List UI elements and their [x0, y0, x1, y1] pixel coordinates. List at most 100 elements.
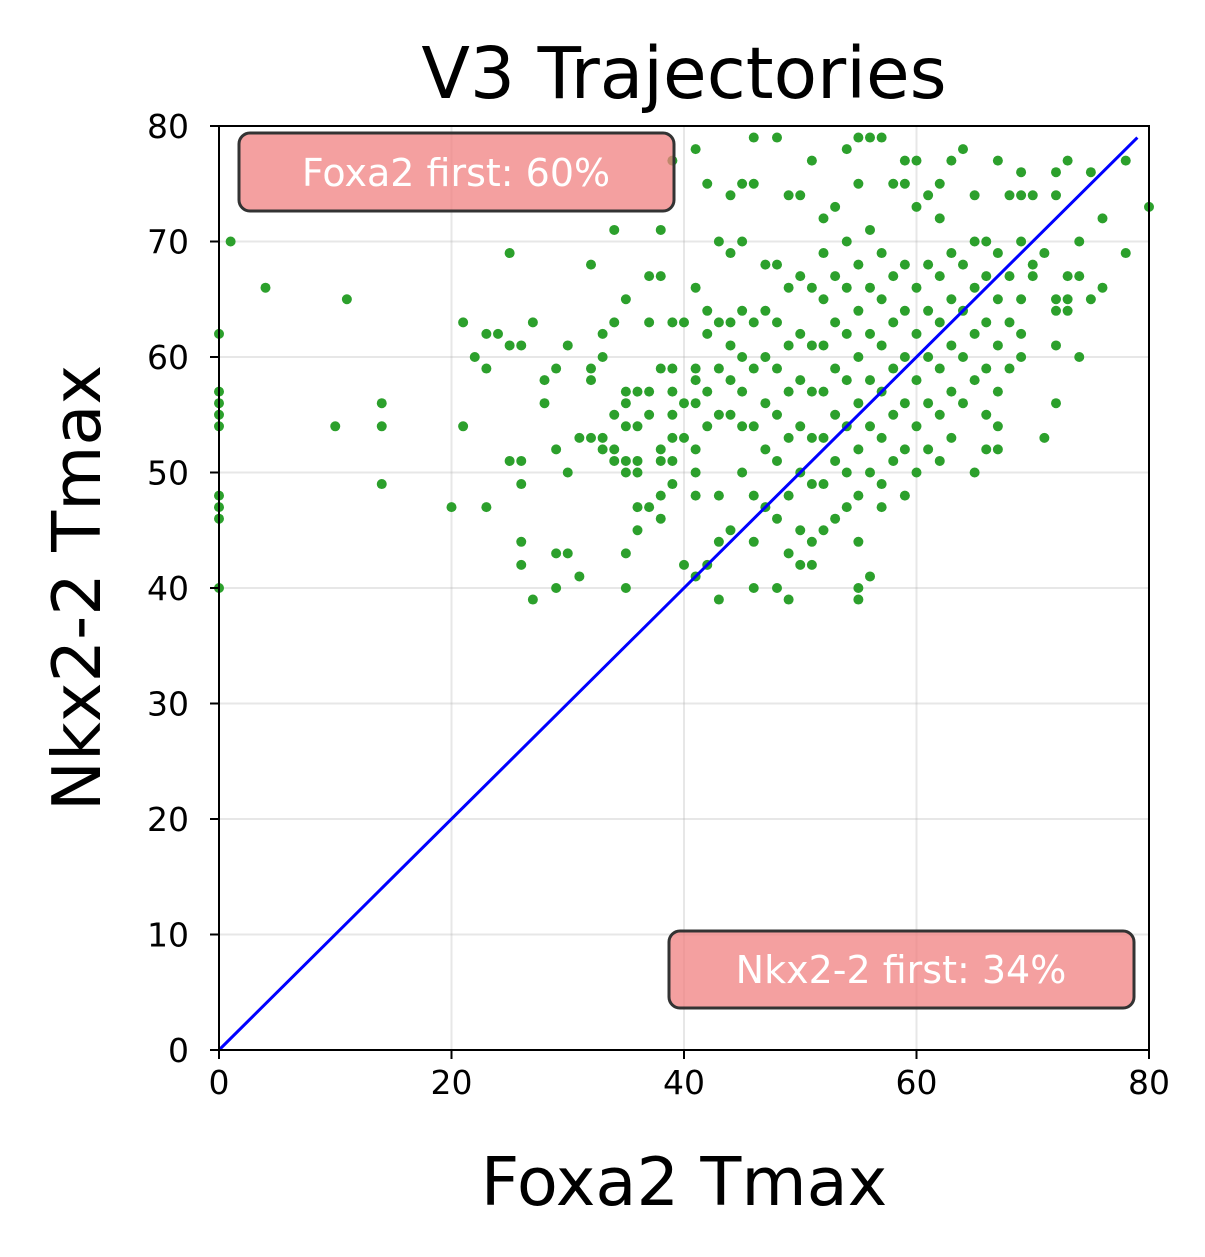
- data-point: [1016, 190, 1027, 201]
- data-point: [818, 432, 829, 443]
- data-point: [679, 398, 689, 409]
- data-point: [527, 317, 538, 328]
- data-point: [655, 490, 666, 501]
- data-point: [783, 548, 794, 559]
- data-point: [690, 398, 701, 409]
- data-point: [737, 352, 748, 362]
- data-point: [609, 317, 620, 328]
- data-point: [783, 190, 794, 201]
- data-point: [586, 363, 596, 374]
- data-point: [725, 409, 736, 420]
- data-point: [655, 271, 666, 282]
- data-point: [737, 467, 748, 478]
- x-tick-label: 60: [896, 1063, 938, 1102]
- data-point: [644, 386, 655, 397]
- y-tick-label: 0: [168, 1031, 189, 1070]
- data-point: [853, 583, 864, 593]
- data-point: [865, 328, 875, 339]
- data-point: [969, 236, 980, 247]
- data-point: [806, 559, 817, 570]
- data-point: [899, 490, 910, 501]
- data-point: [899, 444, 910, 455]
- data-point: [620, 421, 631, 432]
- data-point: [737, 178, 748, 189]
- data-point: [1051, 167, 1061, 178]
- data-point: [1027, 259, 1038, 270]
- data-point: [795, 375, 806, 386]
- data-point: [376, 421, 387, 432]
- data-point: [946, 386, 957, 397]
- x-tick-label: 40: [663, 1063, 705, 1102]
- data-point: [516, 479, 527, 490]
- data-point: [981, 363, 992, 374]
- x-axis-label: Foxa2 Tmax: [481, 1143, 888, 1221]
- data-point: [620, 583, 631, 593]
- data-point: [690, 467, 701, 478]
- data-point: [1120, 248, 1131, 259]
- data-point: [620, 455, 631, 466]
- data-point: [772, 317, 782, 328]
- data-point: [458, 421, 469, 432]
- data-point: [946, 248, 957, 259]
- data-point: [795, 421, 806, 432]
- data-point: [992, 340, 1003, 351]
- data-point: [853, 490, 864, 501]
- data-point: [1051, 190, 1061, 201]
- data-point: [702, 386, 713, 397]
- data-point: [806, 155, 817, 166]
- data-point: [783, 282, 794, 293]
- data-point: [481, 502, 492, 513]
- data-point: [818, 386, 829, 397]
- data-point: [539, 375, 550, 386]
- data-point: [644, 317, 655, 328]
- data-point: [841, 467, 852, 478]
- data-point: [992, 248, 1003, 259]
- data-point: [853, 536, 864, 547]
- data-point: [876, 294, 887, 305]
- data-point: [899, 259, 910, 270]
- data-point: [667, 479, 678, 490]
- data-point: [1016, 236, 1027, 247]
- data-point: [586, 375, 596, 386]
- data-point: [620, 548, 631, 559]
- data-point: [702, 328, 713, 339]
- data-point: [748, 132, 759, 143]
- data-point: [923, 259, 934, 270]
- data-point: [876, 340, 887, 351]
- data-point: [958, 259, 968, 270]
- data-point: [795, 559, 806, 570]
- data-point: [865, 132, 875, 143]
- data-point: [667, 455, 678, 466]
- data-point: [865, 467, 875, 478]
- data-point: [853, 305, 864, 316]
- data-point: [911, 467, 922, 478]
- data-point: [667, 363, 678, 374]
- y-axis-label: Nkx2-2 Tmax: [38, 365, 116, 811]
- x-tick-label: 0: [209, 1063, 230, 1102]
- data-point: [737, 305, 748, 316]
- data-point: [806, 340, 817, 351]
- data-point: [667, 386, 678, 397]
- data-point: [818, 525, 829, 536]
- data-point: [981, 236, 992, 247]
- annotation-box: [667, 929, 1136, 1010]
- data-point: [644, 409, 655, 420]
- data-point: [655, 224, 666, 235]
- data-point: [1097, 213, 1108, 224]
- data-point: [772, 363, 782, 374]
- data-point: [772, 132, 782, 143]
- data-point: [853, 259, 864, 270]
- data-point: [713, 363, 724, 374]
- data-point: [551, 363, 562, 374]
- data-point: [1074, 236, 1085, 247]
- data-point: [586, 259, 596, 270]
- data-point: [516, 536, 527, 547]
- data-point: [702, 178, 713, 189]
- data-point: [446, 502, 457, 513]
- data-point: [1062, 305, 1073, 316]
- data-point: [841, 236, 852, 247]
- data-point: [597, 352, 608, 362]
- data-point: [713, 236, 724, 247]
- data-point: [725, 375, 736, 386]
